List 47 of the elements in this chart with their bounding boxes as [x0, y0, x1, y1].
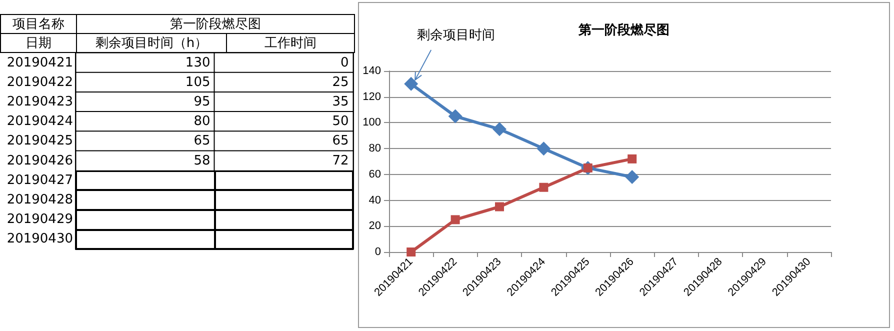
x-tick-label: 工作时间 [226, 34, 354, 52]
y-tick-label: 20190429 [6, 212, 73, 228]
data-label: 95 [194, 94, 210, 110]
y-tick-label: 20 [368, 220, 381, 232]
y-tick-label: 20190423 [6, 94, 73, 110]
point [628, 154, 637, 164]
y-tick-label: 20190422 [6, 74, 73, 90]
y-tick-label: 20190421 [6, 55, 73, 70]
data-label: 50 [332, 114, 349, 130]
data-label: 25 [332, 74, 349, 90]
y-tick-label: 100 [362, 116, 381, 129]
y-tick-label: 20190428 [6, 192, 73, 208]
y-tick-label: 60 [368, 168, 381, 180]
annotation: 剩余项目时间 [417, 26, 496, 44]
data-label: 65 [194, 134, 210, 149]
y-axis-title: 日期 [0, 34, 76, 52]
point [404, 76, 418, 91]
y-tick-label: 40 [368, 194, 381, 206]
point [539, 182, 548, 192]
y-tick-label: 120 [362, 90, 381, 103]
y-tick-label: 20190427 [6, 172, 73, 188]
chart-title: 第一阶段燃尽图 [578, 23, 670, 38]
text: 项目名称 [0, 14, 76, 34]
x-tick-label: 剩余项目时间（h） [76, 34, 226, 52]
point [536, 142, 551, 156]
data-label: 72 [332, 153, 349, 168]
data-label: 58 [194, 153, 210, 168]
y-tick-label: 20190424 [6, 114, 73, 130]
chart-title: 第一阶段燃尽图 [76, 14, 354, 34]
data-label: 105 [185, 74, 210, 90]
data-label: 0 [340, 55, 349, 70]
point [492, 122, 506, 136]
point [625, 170, 640, 184]
point [450, 215, 460, 224]
y-tick-label: 80 [368, 142, 381, 155]
data-label: 130 [185, 55, 210, 70]
y-tick-label: 20190426 [6, 153, 73, 168]
data-label: 35 [332, 94, 349, 110]
y-tick-label: 0 [374, 246, 381, 258]
y-tick-label: 20190430 [6, 232, 73, 247]
y-tick-label: 140 [362, 65, 381, 77]
point [406, 248, 416, 256]
data-label: 80 [194, 114, 210, 130]
data-label: 65 [332, 134, 349, 149]
point [495, 202, 504, 212]
y-tick-label: 20190425 [6, 134, 73, 149]
point [448, 109, 462, 124]
